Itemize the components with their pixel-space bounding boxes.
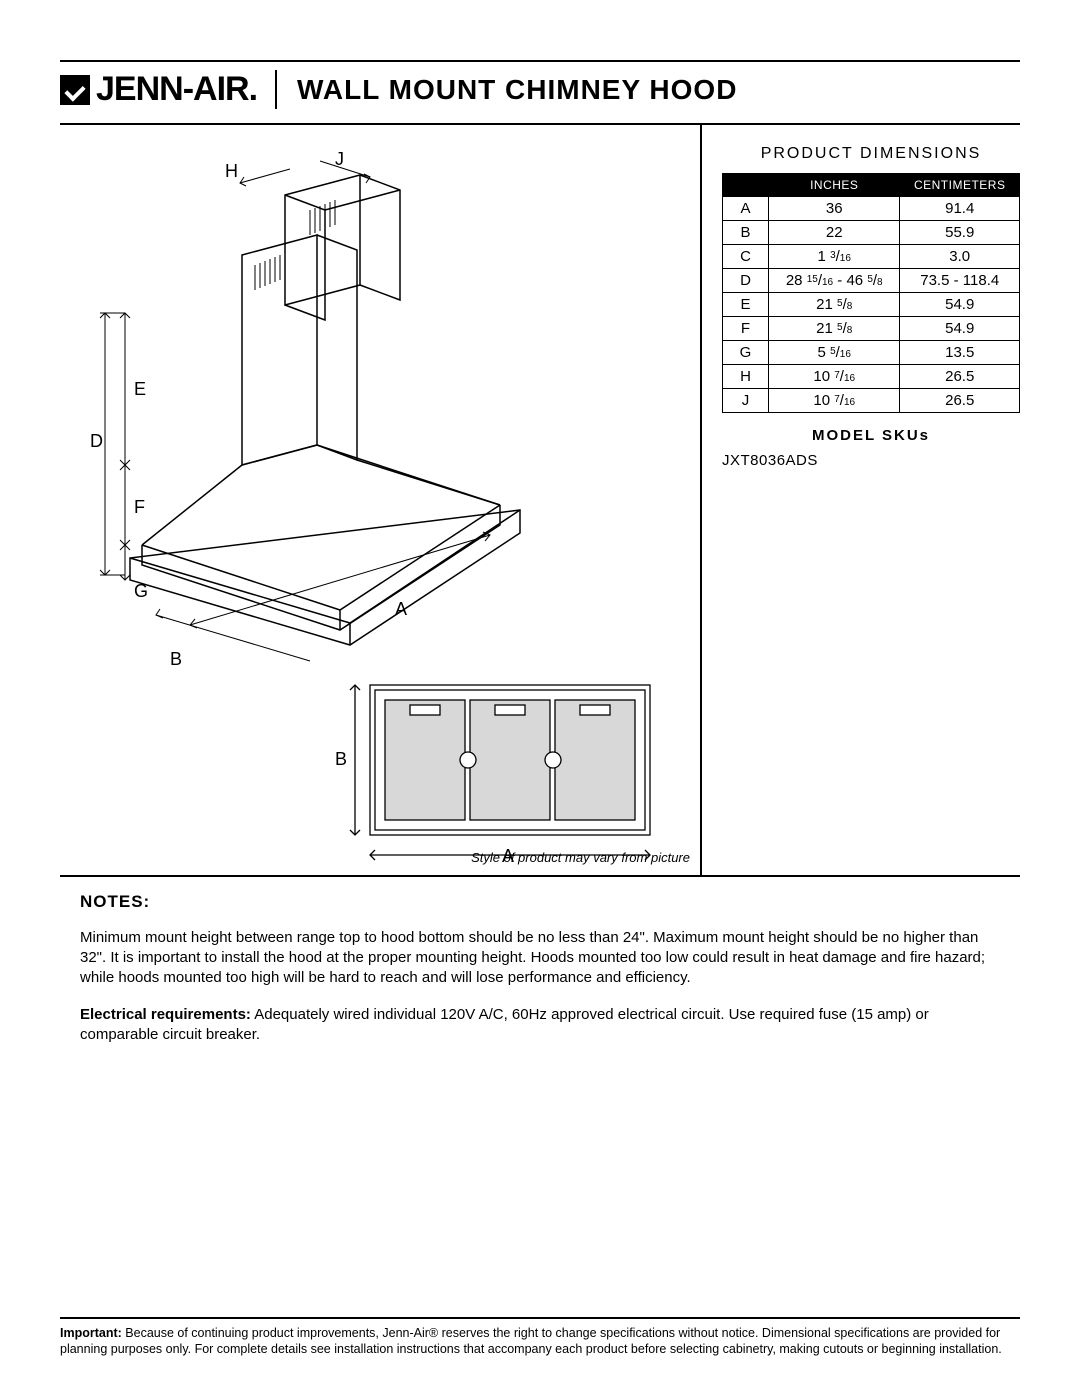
dim-inches: 36 bbox=[769, 197, 900, 221]
dim-inches: 21 5/8 bbox=[769, 317, 900, 341]
dim-key: J bbox=[723, 389, 769, 413]
dim-cm: 3.0 bbox=[900, 245, 1020, 269]
dim-inches: 21 5/8 bbox=[769, 293, 900, 317]
brand-name: JENN-AIR. bbox=[96, 70, 257, 109]
dim-key: A bbox=[723, 197, 769, 221]
dim-label-f: F bbox=[134, 497, 145, 517]
dim-label-j: J bbox=[335, 149, 344, 169]
dim-cm: 91.4 bbox=[900, 197, 1020, 221]
col-inches: INCHES bbox=[769, 174, 900, 197]
dim-key: D bbox=[723, 269, 769, 293]
table-row: G5 5/1613.5 bbox=[723, 341, 1020, 365]
dim-cm: 54.9 bbox=[900, 317, 1020, 341]
dim-inches: 28 15/16 - 46 5/8 bbox=[769, 269, 900, 293]
dim-key: C bbox=[723, 245, 769, 269]
dim-cm: 54.9 bbox=[900, 293, 1020, 317]
notes-title: NOTES: bbox=[80, 891, 1000, 914]
dim-cm: 73.5 - 118.4 bbox=[900, 269, 1020, 293]
dim-inches: 10 7/16 bbox=[769, 365, 900, 389]
table-row: H10 7/1626.5 bbox=[723, 365, 1020, 389]
table-row: B2255.9 bbox=[723, 221, 1020, 245]
dim-label-h: H bbox=[225, 161, 238, 181]
dim-cm: 26.5 bbox=[900, 389, 1020, 413]
dim-inches: 1 3/16 bbox=[769, 245, 900, 269]
diagram-area: D E F G H J A B bbox=[60, 125, 700, 875]
table-row: C1 3/163.0 bbox=[723, 245, 1020, 269]
footer-disclaimer: Important: Because of continuing product… bbox=[60, 1317, 1020, 1358]
dimensions-panel: PRODUCT DIMENSIONS INCHES CENTIMETERS A3… bbox=[700, 125, 1020, 875]
dim-label-g: G bbox=[134, 581, 148, 601]
dim-inches: 5 5/16 bbox=[769, 341, 900, 365]
dim-key: H bbox=[723, 365, 769, 389]
table-row: A3691.4 bbox=[723, 197, 1020, 221]
table-row: D28 15/16 - 46 5/873.5 - 118.4 bbox=[723, 269, 1020, 293]
sku-value: JXT8036ADS bbox=[722, 452, 1020, 469]
notes-electrical: Electrical requirements: Adequately wire… bbox=[80, 1005, 1000, 1046]
dim-key: F bbox=[723, 317, 769, 341]
dim-label-b2: B bbox=[335, 749, 347, 769]
dim-label-d: D bbox=[90, 431, 103, 451]
dim-cm: 13.5 bbox=[900, 341, 1020, 365]
table-row: F21 5/854.9 bbox=[723, 317, 1020, 341]
notes-section: NOTES: Minimum mount height between rang… bbox=[60, 877, 1020, 1045]
dim-key: G bbox=[723, 341, 769, 365]
dim-inches: 10 7/16 bbox=[769, 389, 900, 413]
dim-cm: 55.9 bbox=[900, 221, 1020, 245]
dim-cm: 26.5 bbox=[900, 365, 1020, 389]
header: JENN-AIR. WALL MOUNT CHIMNEY HOOD bbox=[60, 70, 1020, 125]
dim-key: E bbox=[723, 293, 769, 317]
brand-logo: JENN-AIR. bbox=[60, 70, 277, 109]
table-row: E21 5/854.9 bbox=[723, 293, 1020, 317]
dim-label-e: E bbox=[134, 379, 146, 399]
style-disclaimer: Style of product may vary from picture bbox=[471, 850, 690, 865]
sku-title: MODEL SKUs bbox=[722, 427, 1020, 444]
dim-inches: 22 bbox=[769, 221, 900, 245]
page-title: WALL MOUNT CHIMNEY HOOD bbox=[277, 74, 737, 106]
hood-diagram: D E F G H J A B bbox=[60, 135, 680, 865]
notes-mounting: Minimum mount height between range top t… bbox=[80, 928, 1000, 989]
table-row: J10 7/1626.5 bbox=[723, 389, 1020, 413]
dim-key: B bbox=[723, 221, 769, 245]
dimensions-table: INCHES CENTIMETERS A3691.4B2255.9C1 3/16… bbox=[722, 173, 1020, 413]
dim-label-a: A bbox=[395, 599, 407, 619]
dimensions-title: PRODUCT DIMENSIONS bbox=[722, 145, 1020, 163]
logo-icon bbox=[60, 75, 90, 105]
col-cm: CENTIMETERS bbox=[900, 174, 1020, 197]
dim-label-b: B bbox=[170, 649, 182, 669]
